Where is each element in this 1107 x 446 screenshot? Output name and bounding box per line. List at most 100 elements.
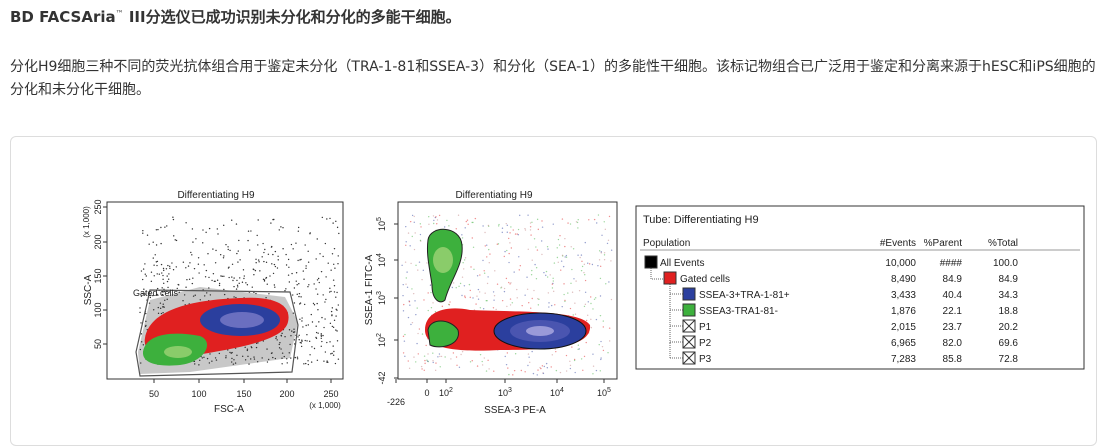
dot [246, 348, 249, 350]
dot [172, 269, 175, 271]
tick-label: 102 [439, 387, 453, 398]
dot [540, 240, 543, 242]
dot [236, 284, 239, 287]
dot [317, 332, 319, 334]
dot [588, 263, 591, 265]
dot [569, 223, 572, 225]
dot [167, 264, 169, 267]
dot [482, 308, 485, 310]
dot [158, 273, 161, 275]
dot [191, 254, 193, 256]
dot [572, 248, 575, 250]
dot [488, 262, 490, 264]
dot [231, 276, 233, 278]
dot [166, 298, 168, 301]
table-cell: P1 [699, 322, 712, 333]
dot [513, 271, 515, 273]
dot [245, 282, 247, 284]
dot [545, 362, 548, 365]
dot [329, 217, 331, 220]
dot [536, 218, 539, 221]
dot [506, 352, 509, 354]
dot [297, 226, 300, 229]
dot [506, 231, 509, 233]
dot [278, 229, 280, 231]
dot [415, 264, 417, 267]
density-green [427, 320, 459, 348]
dot [163, 290, 166, 293]
dot [432, 352, 434, 354]
dot [587, 262, 589, 264]
dot [463, 285, 466, 287]
dot [262, 340, 265, 342]
dot [403, 340, 406, 342]
dot [290, 334, 292, 337]
dot [281, 357, 283, 359]
dot [321, 316, 323, 319]
dot [162, 274, 164, 277]
dot [457, 214, 460, 216]
dot [503, 255, 506, 258]
table-cell: 84.9 [943, 274, 963, 285]
dot [231, 263, 234, 266]
dot [140, 295, 143, 297]
dot [288, 281, 291, 283]
dot [472, 297, 474, 299]
dot [236, 279, 238, 282]
dot [257, 244, 259, 246]
dot [146, 328, 148, 331]
dot [157, 306, 160, 309]
dot [202, 229, 204, 231]
dot [191, 228, 194, 230]
dot [160, 242, 162, 245]
dot [439, 366, 441, 368]
dot [292, 331, 295, 333]
dot [602, 320, 604, 322]
dot [274, 286, 276, 288]
dot [293, 339, 296, 341]
dot [278, 347, 281, 349]
dot [198, 364, 200, 366]
dot [560, 269, 562, 271]
dot [556, 247, 558, 249]
dot [216, 279, 219, 281]
dot [414, 300, 416, 302]
tick-label: 103 [376, 291, 387, 305]
dot [277, 259, 279, 261]
dot [295, 242, 297, 244]
dot [155, 244, 158, 246]
dot [325, 276, 327, 278]
dot [565, 256, 568, 258]
axis-label: SSEA-1 FITC-A [364, 254, 375, 325]
axis-label: SSC-A [83, 274, 94, 305]
dot [558, 244, 561, 246]
dot [299, 318, 301, 321]
tick-base: 10 [377, 295, 387, 305]
dot [322, 294, 324, 296]
dot [595, 318, 598, 321]
icon-all [644, 255, 658, 269]
dot [276, 267, 279, 269]
dot [272, 253, 274, 256]
dot [162, 303, 164, 305]
dot [443, 226, 446, 228]
dot [608, 215, 611, 218]
dot [407, 316, 410, 319]
dot [337, 358, 340, 360]
dot [569, 364, 572, 367]
dot [162, 278, 164, 281]
dot [493, 294, 496, 297]
dot [194, 294, 196, 296]
dot [311, 346, 313, 348]
dot [581, 260, 583, 263]
dot [408, 367, 411, 369]
dot [255, 292, 257, 295]
tick-exp: 4 [376, 253, 383, 257]
dot [432, 222, 435, 225]
dot [267, 253, 270, 256]
dot [198, 272, 200, 274]
dot [497, 243, 500, 245]
dot [296, 293, 298, 296]
dot [573, 278, 575, 280]
dot [605, 283, 607, 285]
